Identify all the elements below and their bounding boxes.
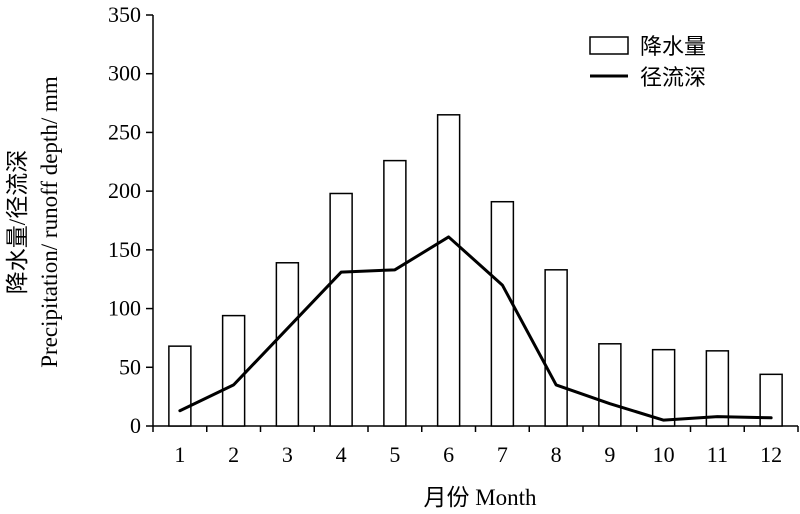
- y-tick-label: 50: [119, 354, 141, 379]
- y-tick-label: 200: [108, 178, 141, 203]
- runoff-line-group: [178, 235, 773, 422]
- y-tick-label: 250: [108, 119, 141, 144]
- x-axis-title: 月份 Month: [423, 485, 537, 510]
- legend-label-precipitation: 降水量: [640, 35, 706, 60]
- x-tick-label: 8: [551, 442, 562, 467]
- x-tick-label: 11: [707, 442, 728, 467]
- y-tick-label: 350: [108, 2, 141, 27]
- x-tick-label: 9: [604, 442, 615, 467]
- y-tick-label: 150: [108, 237, 141, 262]
- x-tick-label: 4: [336, 442, 347, 467]
- y-axis-title-cn: 降水量/径流深: [5, 150, 30, 294]
- precipitation-bars: [168, 114, 783, 427]
- precipitation-bar: [705, 350, 730, 427]
- x-tick-label: 3: [282, 442, 293, 467]
- precipitation-bar: [651, 348, 676, 427]
- y-axis-title-en: Precipitation/ runoff depth/ mm: [37, 76, 62, 368]
- precipitation-bar: [759, 373, 783, 427]
- precipitation-bar: [383, 159, 407, 427]
- y-tick-label: 100: [108, 296, 141, 321]
- precipitation-bar: [598, 343, 622, 427]
- precipitation-bar: [329, 192, 353, 427]
- x-tick-label: 12: [760, 442, 782, 467]
- precipitation-bar: [544, 269, 568, 427]
- precipitation-bar: [436, 114, 461, 427]
- y-tick-label: 0: [130, 413, 141, 438]
- x-axis: 1 2 3 4 5 6 7 8 9 10 11 12: [152, 425, 799, 467]
- y-tick-label: 300: [108, 61, 141, 86]
- x-tick-label: 2: [228, 442, 239, 467]
- x-tick-label: 1: [174, 442, 185, 467]
- precipitation-bar: [221, 314, 246, 427]
- precipitation-bar: [490, 200, 515, 427]
- x-tick-label: 7: [497, 442, 508, 467]
- x-tick-label: 6: [443, 442, 454, 467]
- legend-label-runoff: 径流深: [640, 66, 706, 91]
- x-tick-label: 10: [653, 442, 675, 467]
- y-axis: 0 50 100 150 200 250 300 350: [108, 2, 154, 438]
- runoff-line: [178, 235, 773, 422]
- legend-swatch-precipitation: [589, 36, 629, 55]
- precipitation-bar: [168, 345, 192, 427]
- x-tick-label: 5: [389, 442, 400, 467]
- precipitation-bar: [275, 262, 300, 427]
- legend: 降水量 径流深: [589, 35, 706, 91]
